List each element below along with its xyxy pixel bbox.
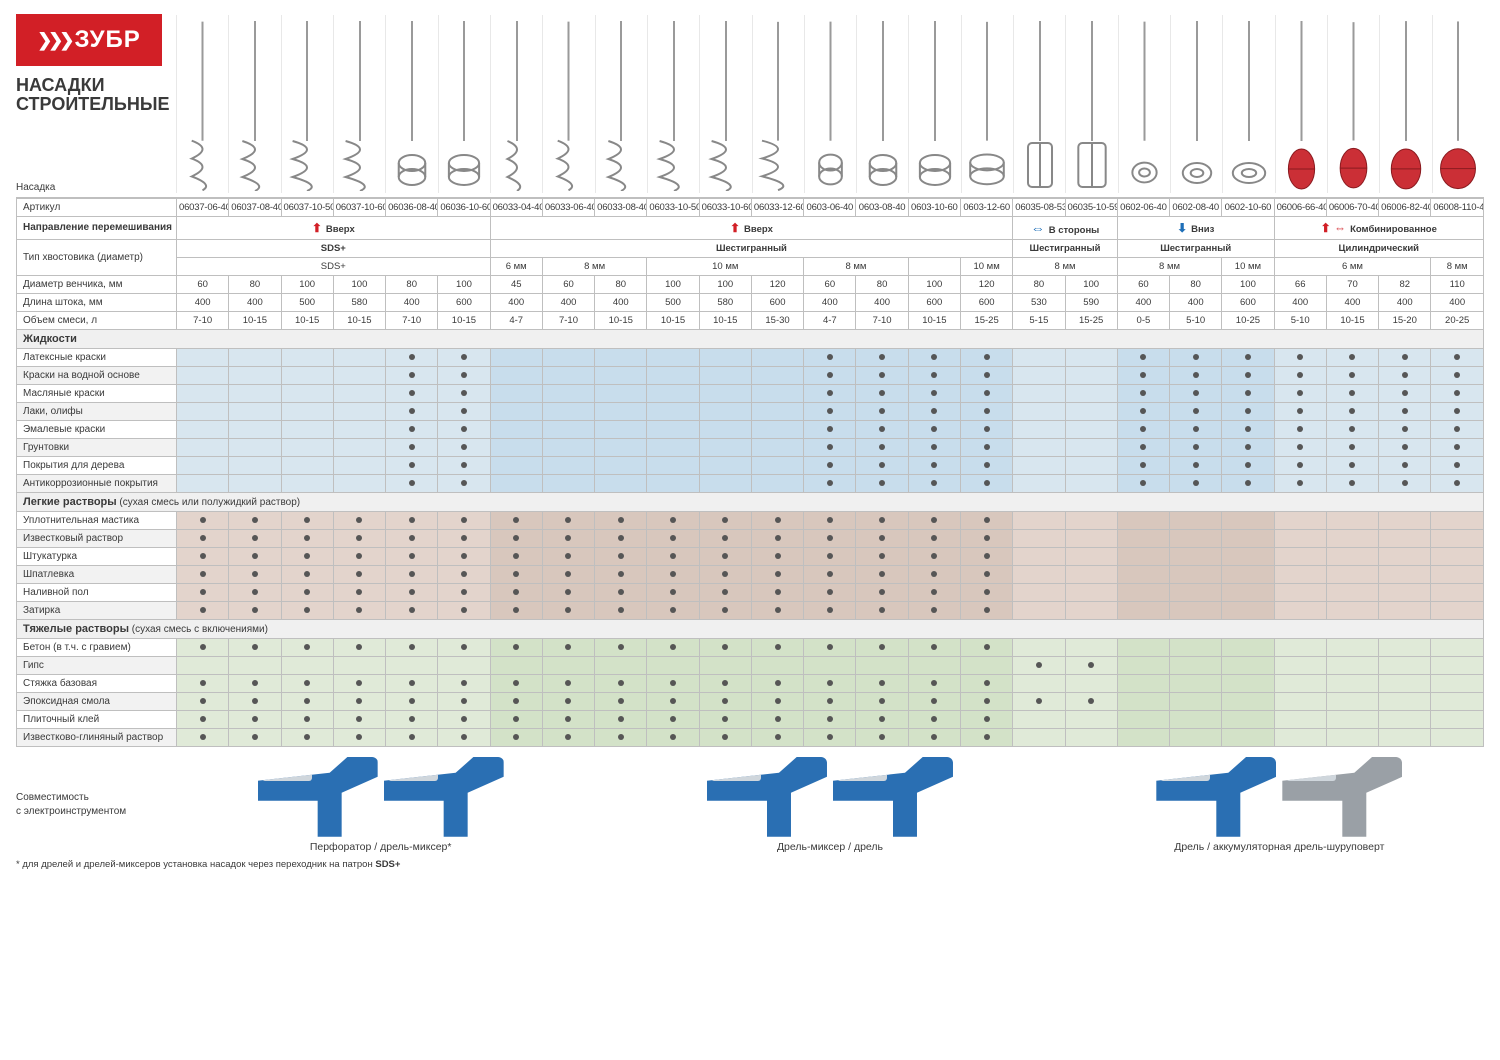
brand-name: ЗУБР	[74, 26, 140, 54]
mixer-illustration	[1222, 15, 1274, 193]
drill-icon	[707, 757, 827, 837]
mixer-illustration	[281, 15, 333, 193]
mixer-illustration	[1432, 15, 1484, 193]
footnote: * для дрелей и дрелей-миксеров установка…	[16, 859, 1484, 870]
mixer-illustration	[856, 15, 908, 193]
drill-icon	[258, 757, 378, 837]
tool-caption: Дрель-миксер / дрель	[707, 841, 953, 853]
mixer-row-label: Насадка	[16, 182, 176, 193]
tool-groups: Перфоратор / дрель-миксер* Дрель-миксер …	[176, 757, 1484, 853]
mixer-illustration	[542, 15, 594, 193]
mixer-illustration	[1170, 15, 1222, 193]
drill-icon	[384, 757, 504, 837]
tool-group: Дрель / аккумуляторная дрель-шуруповерт	[1156, 757, 1402, 853]
mixer-illustration	[595, 15, 647, 193]
mixer-illustration	[438, 15, 490, 193]
logo-chevrons-icon: ❯❯❯	[37, 30, 70, 51]
tool-group: Перфоратор / дрель-миксер*	[258, 757, 504, 853]
drill-icon	[1156, 757, 1276, 837]
mixer-illustration	[1065, 15, 1117, 193]
mixer-illustration	[699, 15, 751, 193]
brand-logo: ❯❯❯ ЗУБР	[16, 14, 162, 66]
mixer-illustration	[228, 15, 280, 193]
tool-caption: Перфоратор / дрель-миксер*	[258, 841, 504, 853]
mixer-illustration	[1118, 15, 1170, 193]
mixer-illustration	[1275, 15, 1327, 193]
mixer-illustration	[752, 15, 804, 193]
mixer-illustration	[333, 15, 385, 193]
tool-group: Дрель-миксер / дрель	[707, 757, 953, 853]
mixer-illustration	[1013, 15, 1065, 193]
mixer-illustrations	[176, 15, 1484, 193]
mixer-illustration	[908, 15, 960, 193]
mixer-illustration	[647, 15, 699, 193]
tool-caption: Дрель / аккумуляторная дрель-шуруповерт	[1156, 841, 1402, 853]
mixer-illustration	[1327, 15, 1379, 193]
mixer-illustration	[490, 15, 542, 193]
spec-table: Артикул06037-06-4006037-08-4006037-10-50…	[16, 198, 1484, 747]
page-title: НАСАДКИ СТРОИТЕЛЬНЫЕ	[16, 76, 176, 114]
mixer-illustration	[385, 15, 437, 193]
drill-icon	[833, 757, 953, 837]
drill-icon	[1282, 757, 1402, 837]
mixer-illustration	[961, 15, 1013, 193]
mixer-illustration	[804, 15, 856, 193]
mixer-illustration	[1379, 15, 1431, 193]
compat-label: Совместимость с электроинструментом	[16, 791, 176, 819]
mixer-illustration	[176, 15, 228, 193]
